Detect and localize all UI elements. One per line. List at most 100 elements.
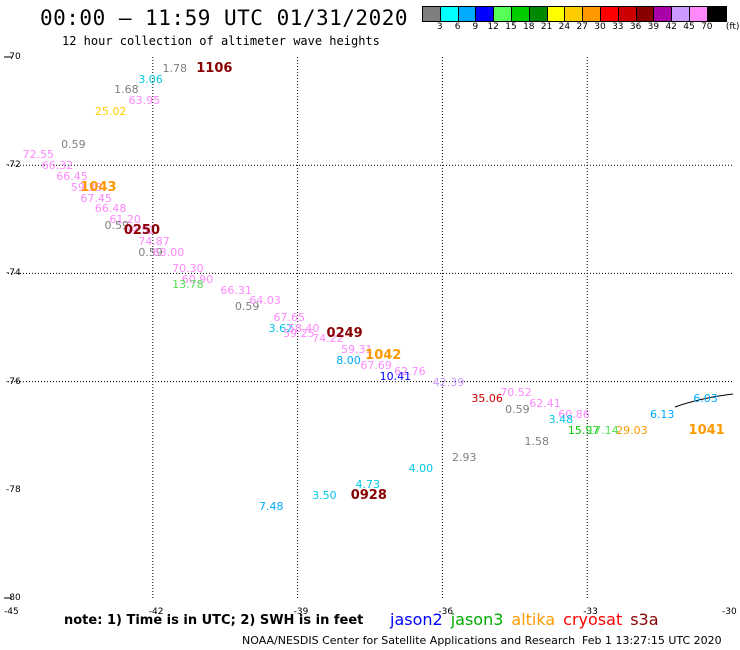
wave-height-value: 74.22: [312, 332, 344, 346]
scale-swatch: [654, 7, 673, 21]
wave-height-value: 3.62: [268, 321, 294, 335]
wave-height-value: 60.86: [558, 408, 590, 422]
wave-height-value: 67.69: [360, 359, 392, 373]
wave-height-value: 35.06: [471, 391, 503, 405]
scale-label: 45: [683, 22, 695, 32]
scale-swatch: [458, 7, 477, 21]
scale-swatch: [440, 7, 459, 21]
wave-height-value: 42.39: [432, 375, 465, 389]
wave-height-value: 63.95: [128, 94, 161, 108]
wave-height-value: 66.45: [56, 170, 88, 184]
wave-height-value: 2.93: [452, 451, 477, 465]
pass-time-label: 0249: [326, 325, 363, 341]
scale-label: 30: [594, 22, 606, 32]
wave-height-value: 6.13: [649, 408, 675, 422]
wave-height-value: 66.48: [94, 202, 127, 216]
wave-height-value: 62.41: [529, 397, 561, 411]
wave-height-value: 1.68: [114, 83, 139, 97]
wave-height-value: 59.31: [341, 343, 373, 357]
longitude-label: -30: [722, 607, 737, 617]
coastline: [674, 393, 734, 408]
wave-height-value: 25.02: [94, 105, 127, 119]
wave-height-value: 59.33: [70, 180, 103, 194]
wave-height-value: 70.52: [500, 386, 532, 400]
wave-height-value: 3.06: [138, 72, 163, 86]
wave-height-value: 13.78: [172, 278, 204, 292]
wave-height-value: 72.55: [22, 148, 54, 162]
longitude-label: -33: [583, 607, 598, 617]
latitude-label: -78: [6, 484, 21, 495]
wave-height-value: 0.59: [104, 218, 130, 232]
wave-height-value: 1.78: [162, 61, 187, 75]
scale-swatch: [672, 7, 690, 21]
wave-height-value: 62.76: [394, 364, 426, 378]
wave-height-value: 7.48: [258, 500, 284, 514]
wave-height-value: 66.31: [220, 283, 252, 297]
scale-swatch: [565, 7, 584, 21]
wave-height-value: 3.48: [548, 413, 574, 427]
pass-time-label: 1106: [196, 60, 233, 76]
footer-credit: NOAA/NESDIS Center for Satellite Applica…: [242, 634, 576, 647]
wave-height-value: 61.20: [109, 213, 141, 227]
wave-height-value: 6.03: [693, 391, 718, 405]
wave-height-value: 0.59: [234, 299, 260, 313]
wave-height-value: 17.14: [587, 424, 619, 438]
wave-height-value: 70.30: [172, 261, 204, 275]
scale-swatch: [511, 7, 530, 21]
color-scale-bar: [422, 6, 727, 22]
wave-height-value: 0.59: [138, 245, 163, 259]
footnote: note: 1) Time is in UTC; 2) SWH is in fe…: [64, 613, 364, 628]
wave-height-value: 0.59: [505, 402, 530, 416]
wave-height-value: 66.32: [41, 159, 74, 173]
scale-label: 24: [558, 22, 571, 32]
wave-height-value: 3.50: [312, 489, 337, 503]
scale-swatch: [547, 7, 566, 21]
scale-swatch: [494, 7, 512, 21]
scale-swatch: [707, 7, 726, 21]
longitude-label: -36: [438, 607, 454, 617]
scale-label: 12: [487, 22, 499, 32]
scale-label: 15: [505, 22, 517, 32]
pass-time-label: 0250: [123, 223, 161, 239]
latitude-label: -70: [6, 52, 21, 62]
scale-label: 39: [647, 22, 660, 32]
scale-swatch: [618, 7, 637, 21]
satellite-legend: jason2 jason3 altika cryosat s3a: [390, 610, 667, 629]
scale-label: 33: [612, 22, 624, 32]
latitude-label: -72: [6, 160, 21, 171]
wave-height-value: 67.65: [273, 310, 305, 324]
scale-label: 3: [436, 22, 443, 32]
scale-swatch: [636, 7, 655, 21]
wave-height-value: 4.73: [355, 478, 381, 492]
wave-height-value: 8.00: [336, 353, 361, 367]
footer-date: Feb 1 13:27:15 UTC 2020: [582, 634, 722, 647]
scale-label: 18: [523, 22, 535, 32]
pass-time-label: 0928: [350, 488, 387, 504]
wave-height-value: 69.52: [123, 224, 156, 238]
scale-swatch: [583, 7, 601, 21]
wave-height-value: 74.87: [138, 234, 170, 248]
scale-label: 42: [665, 22, 677, 32]
wave-height-value: 64.03: [249, 294, 281, 308]
wave-height-value: 29.03: [616, 424, 648, 438]
latitude-label: -76: [6, 376, 21, 387]
latitude-label: -74: [6, 268, 21, 279]
pass-time-label: 1041: [688, 423, 725, 439]
wave-height-value: 1.58: [524, 435, 549, 449]
legend-item-cryosat: cryosat: [563, 610, 623, 629]
page-subtitle: 12 hour collection of altimeter wave hei…: [62, 34, 380, 48]
scale-label: 36: [629, 22, 642, 32]
scale-label: 9: [472, 22, 479, 32]
wave-height-value: 4.00: [408, 462, 434, 476]
scale-swatch: [423, 7, 441, 21]
longitude-label: -39: [293, 607, 309, 617]
color-scale-labels: 3 6 9 12 15 18 21 24 27 30 33 36 39 42 45 70 (ft): [422, 22, 740, 36]
scale-swatch: [689, 7, 708, 21]
pass-time-label: 1043: [80, 179, 117, 195]
wave-height-value: 0.59: [61, 137, 86, 151]
wave-height-value: 59.25: [283, 326, 315, 340]
legend-item-jason2: jason2: [390, 610, 443, 629]
wave-height-value: 10.41: [379, 370, 412, 384]
